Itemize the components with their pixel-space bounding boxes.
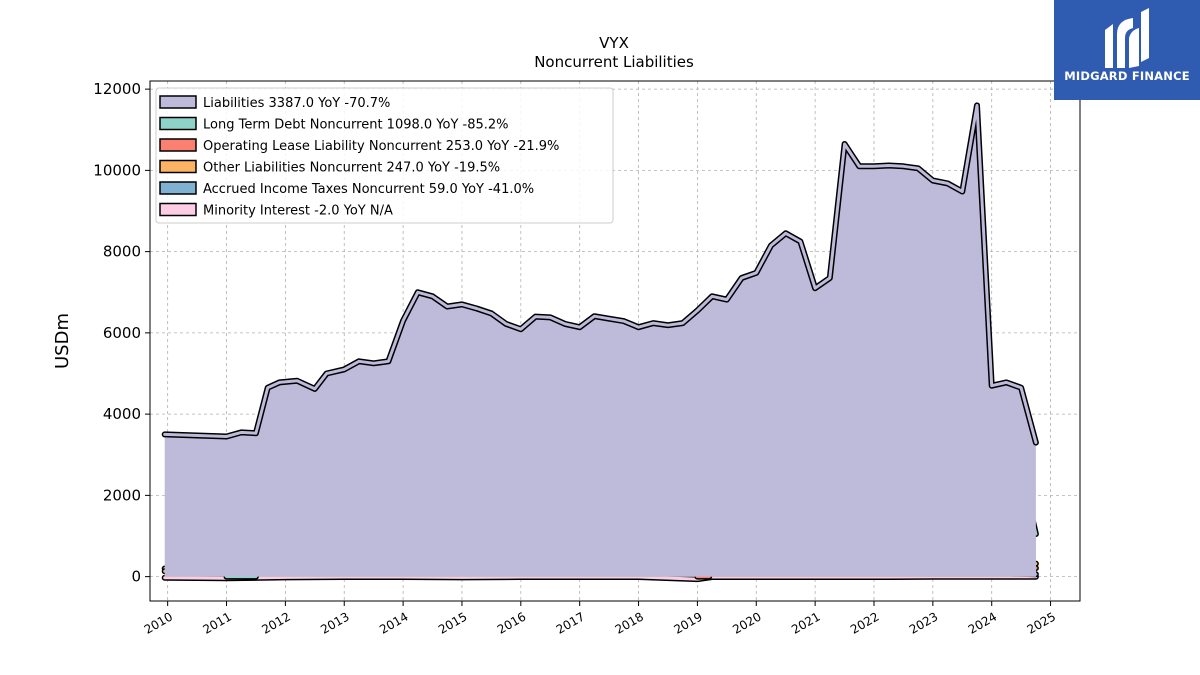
- y-axis-label: USDm: [52, 313, 73, 369]
- legend-swatch: [159, 138, 197, 152]
- x-tick-label: 2014: [377, 609, 410, 636]
- legend-label: Other Liabilities Noncurrent 247.0 YoY -…: [203, 161, 500, 176]
- x-tick-label: 2020: [730, 609, 763, 636]
- y-tick-label: 0: [131, 568, 141, 586]
- brand-logo: MIDGARD FINANCE: [1054, 0, 1200, 100]
- legend-swatch: [159, 202, 197, 217]
- legend-swatch: [159, 116, 197, 131]
- x-tick-label: 2022: [848, 609, 881, 636]
- series-line: [163, 103, 1038, 445]
- x-tick-label: 2017: [554, 609, 587, 636]
- series-line: [163, 575, 1038, 581]
- x-tick-label: 2016: [495, 609, 528, 636]
- x-tick-label: 2018: [613, 609, 646, 636]
- y-tick-label: 12000: [93, 80, 141, 98]
- x-tick-label: 2025: [1025, 609, 1058, 636]
- x-tick-label: 2012: [259, 609, 292, 636]
- legend-label: Accrued Income Taxes Noncurrent 59.0 YoY…: [203, 182, 534, 197]
- legend-swatch: [159, 181, 197, 195]
- legend-label: Liabilities 3387.0 YoY -70.7%: [203, 96, 390, 111]
- y-tick-label: 6000: [103, 324, 141, 342]
- plot-frame: [149, 80, 1081, 602]
- y-tick-label: 10000: [93, 161, 141, 179]
- brand-name: MIDGARD FINANCE: [1064, 69, 1190, 83]
- legend-swatch: [159, 159, 197, 174]
- legend-label: Long Term Debt Noncurrent 1098.0 YoY -85…: [203, 118, 509, 133]
- plot-area: [161, 102, 1039, 583]
- x-tick-label: 2015: [436, 609, 469, 636]
- midgard-logo-icon: [1105, 8, 1149, 68]
- legend: Liabilities 3387.0 YoY -70.7% Long Term D…: [155, 87, 614, 224]
- x-tick-label: 2019: [671, 609, 704, 636]
- x-tick-label: 2011: [201, 609, 234, 636]
- x-tick-label: 2024: [966, 609, 999, 636]
- chart-title: VYX: [599, 34, 629, 52]
- legend-label: Minority Interest -2.0 YoY N/A: [203, 204, 393, 219]
- legend-label: Operating Lease Liability Noncurrent 253…: [203, 139, 559, 154]
- legend-box: [155, 87, 614, 224]
- x-tick-label: 2010: [142, 609, 175, 636]
- y-tick-label: 4000: [103, 405, 141, 423]
- series-area: [164, 105, 1036, 577]
- legend-swatch: [159, 95, 197, 109]
- y-tick-label: 2000: [103, 486, 141, 504]
- chart-subtitle: Noncurrent Liabilities: [534, 53, 694, 71]
- x-tick-label: 2023: [907, 609, 940, 636]
- x-tick-label: 2021: [789, 609, 822, 636]
- x-tick-label: 2013: [318, 609, 351, 636]
- y-tick-label: 8000: [103, 243, 141, 261]
